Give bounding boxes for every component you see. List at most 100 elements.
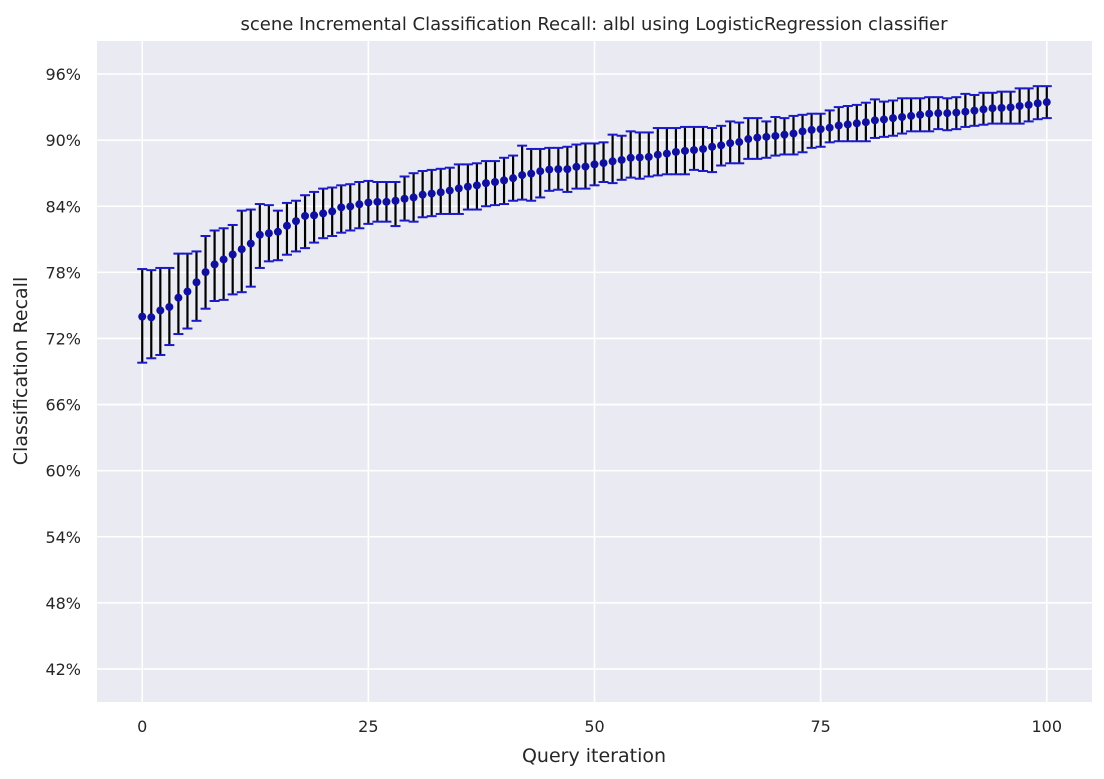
data-point: [228, 250, 237, 259]
data-point: [581, 162, 590, 171]
data-point: [219, 255, 228, 264]
chart-title: scene Incremental Classification Recall:…: [240, 14, 948, 35]
data-point: [246, 239, 255, 248]
data-point: [699, 144, 708, 153]
data-point: [653, 150, 662, 159]
data-point: [1042, 98, 1051, 107]
data-point: [346, 202, 355, 211]
data-point: [355, 200, 364, 209]
data-point: [590, 160, 599, 169]
data-point: [400, 194, 409, 203]
data-point: [780, 130, 789, 139]
data-point: [518, 171, 527, 180]
data-point: [717, 141, 726, 150]
data-point: [1024, 100, 1033, 109]
data-point: [762, 132, 771, 141]
y-tick-label: 60%: [45, 462, 81, 481]
data-point: [409, 193, 418, 202]
data-point: [192, 278, 201, 287]
data-point: [554, 165, 563, 174]
data-point: [301, 211, 310, 220]
data-point: [138, 312, 147, 321]
data-point: [753, 133, 762, 142]
data-point: [997, 103, 1006, 112]
data-point: [536, 167, 545, 176]
data-point: [988, 104, 997, 113]
x-tick-label: 25: [358, 717, 378, 736]
y-tick-label: 72%: [45, 329, 81, 348]
data-point: [680, 146, 689, 155]
x-tick-label: 100: [1031, 717, 1062, 736]
data-point: [563, 165, 572, 174]
tick-label-layer: 42% 48% 54% 60% 66% 72% 78% 84% 90% 96% 0 25 50 75 100: [45, 65, 1062, 736]
x-tick-label: 50: [584, 717, 604, 736]
data-point: [436, 188, 445, 197]
y-tick-label: 84%: [45, 197, 81, 216]
data-point: [798, 127, 807, 136]
data-point: [608, 157, 617, 166]
data-point: [662, 149, 671, 158]
data-point: [879, 115, 888, 124]
y-tick-label: 78%: [45, 263, 81, 282]
data-point: [889, 114, 897, 123]
data-point: [1033, 99, 1042, 108]
data-point: [310, 211, 319, 220]
data-point: [445, 186, 454, 195]
data-point: [427, 189, 436, 198]
data-point: [825, 123, 834, 132]
data-point: [708, 142, 717, 151]
data-point: [898, 113, 907, 122]
data-point: [744, 135, 753, 144]
data-point: [870, 116, 879, 125]
data-point: [210, 260, 219, 269]
data-point: [292, 217, 300, 226]
x-tick-label: 0: [137, 717, 147, 736]
y-tick-label: 48%: [45, 594, 81, 613]
data-point: [391, 196, 400, 205]
data-point: [165, 302, 174, 311]
data-point: [816, 125, 825, 134]
data-point: [545, 165, 554, 174]
data-point: [671, 147, 680, 156]
data-point: [952, 108, 961, 117]
data-point: [943, 109, 952, 118]
data-point: [481, 179, 490, 188]
data-point: [690, 146, 698, 155]
y-tick-label: 42%: [45, 660, 81, 679]
data-point: [337, 203, 346, 212]
data-point: [934, 109, 943, 118]
y-tick-label: 96%: [45, 65, 81, 84]
data-point: [156, 306, 165, 315]
data-point: [925, 109, 934, 118]
data-point: [852, 119, 861, 128]
data-point: [183, 287, 192, 296]
data-point: [373, 197, 382, 206]
y-tick-label: 90%: [45, 131, 81, 150]
data-point: [861, 118, 870, 127]
data-point: [635, 153, 644, 162]
data-point: [644, 152, 653, 161]
data-point: [1015, 101, 1024, 110]
x-tick-label: 75: [810, 717, 830, 736]
data-point: [807, 125, 816, 134]
y-tick-label: 66%: [45, 396, 81, 415]
data-point: [916, 110, 925, 119]
y-axis-title: Classification Recall: [10, 277, 32, 465]
data-point: [500, 176, 509, 185]
data-point: [454, 184, 463, 193]
data-point: [282, 221, 291, 230]
data-point: [834, 121, 843, 130]
data-point: [382, 197, 391, 206]
data-point: [509, 174, 518, 183]
data-point: [237, 245, 246, 254]
data-point: [961, 107, 970, 116]
data-point: [147, 313, 156, 322]
data-point: [907, 111, 916, 120]
data-point: [174, 293, 183, 302]
data-point: [626, 153, 635, 162]
data-point: [789, 129, 798, 138]
data-point: [527, 169, 536, 178]
data-point: [843, 120, 852, 129]
